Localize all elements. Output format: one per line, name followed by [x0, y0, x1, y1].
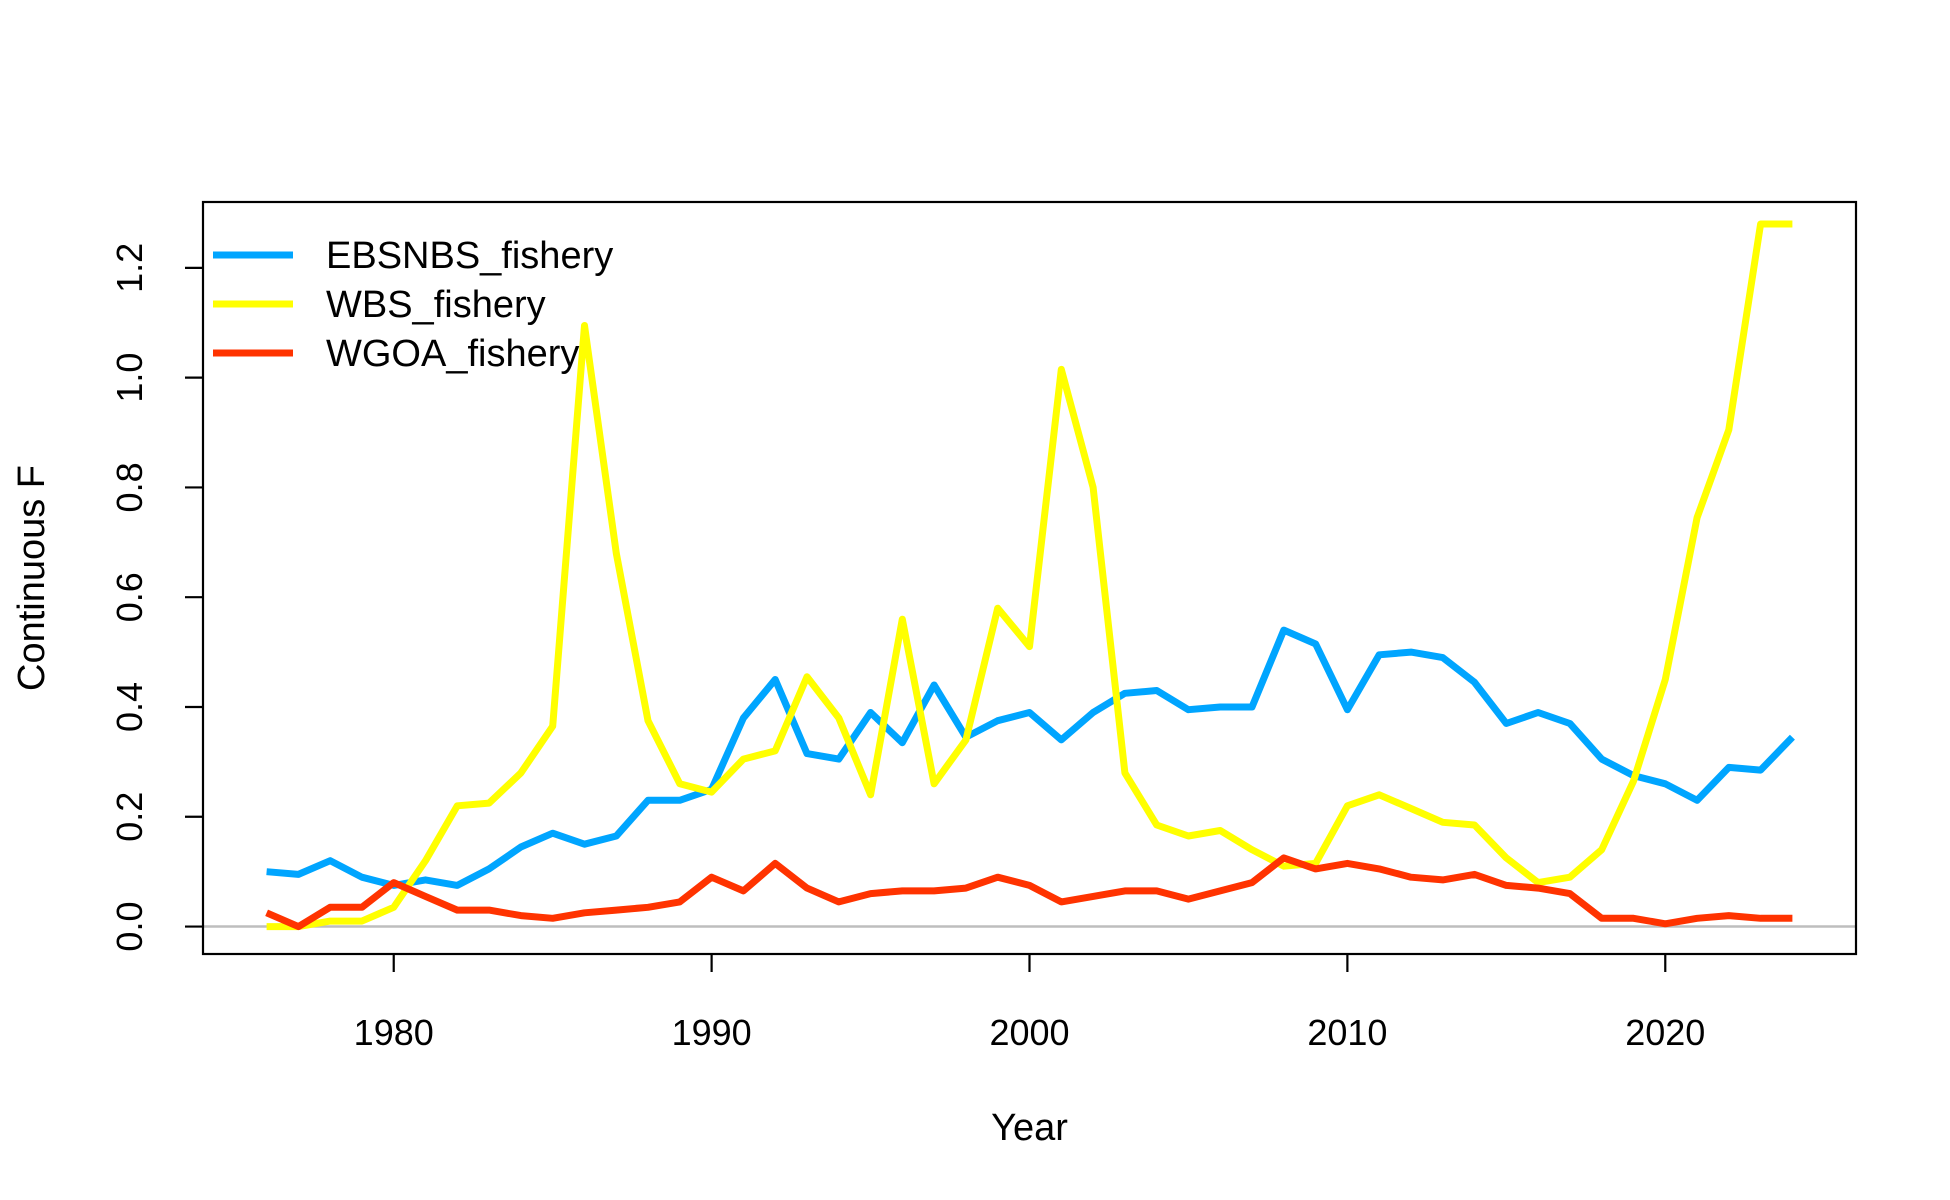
y-tick-label: 0.4	[109, 682, 150, 732]
y-tick-label: 1.2	[109, 243, 150, 293]
series-line-WGOA_fishery	[265, 854, 1793, 931]
x-tick-label: 2000	[989, 1012, 1069, 1053]
series-line-WBS_fishery	[266, 220, 1793, 931]
legend-label: WGOA_fishery	[326, 333, 579, 375]
x-axis-label: Year	[991, 1107, 1068, 1149]
series-layer	[265, 220, 1795, 931]
y-axis: 0.0 0.2 0.4 0.6 0.8 1.0 1.2	[109, 243, 203, 952]
legend: EBSNBS_fishery WBS_fishery WGOA_fishery	[213, 235, 613, 375]
legend-label: EBSNBS_fishery	[326, 235, 613, 277]
x-tick-label: 1980	[354, 1012, 434, 1053]
x-tick-label: 1990	[672, 1012, 752, 1053]
x-axis: 1980 1990 2000 2010 2020	[354, 954, 1705, 1053]
series-line-EBSNBS_fishery	[266, 626, 1795, 889]
y-tick-label: 0.6	[109, 572, 150, 622]
y-axis-label: Continuous F	[11, 465, 53, 691]
legend-label: WBS_fishery	[326, 284, 546, 326]
y-tick-label: 0.2	[109, 792, 150, 842]
y-tick-label: 1.0	[109, 353, 150, 403]
y-tick-label: 0.0	[109, 902, 150, 952]
x-tick-label: 2010	[1307, 1012, 1387, 1053]
x-tick-label: 2020	[1625, 1012, 1705, 1053]
y-tick-label: 0.8	[109, 462, 150, 512]
